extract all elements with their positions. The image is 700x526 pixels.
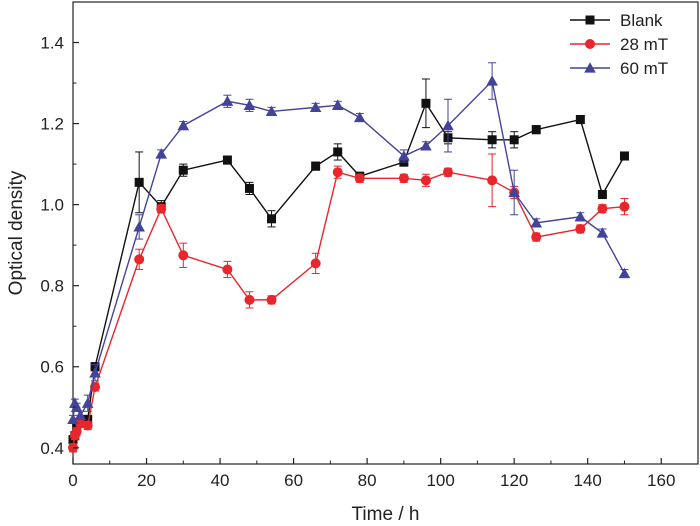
- y-axis-title: Optical density: [6, 170, 27, 295]
- tick-layer: 0 20 40 60 80 100 120 140 160 0.4 0.6 0.8 1.0 1.2 1.4: [40, 34, 675, 490]
- data-point: [442, 119, 454, 131]
- data-point: [74, 409, 87, 421]
- data-point: [134, 177, 144, 187]
- data-point: [508, 186, 520, 198]
- data-point: [354, 173, 365, 184]
- data-point: [222, 155, 232, 165]
- data-point: [83, 414, 93, 424]
- data-point: [530, 217, 543, 228]
- x-tick-label: 100: [426, 471, 454, 490]
- data-point: [487, 135, 497, 145]
- data-point: [487, 175, 498, 186]
- data-point: [178, 165, 188, 175]
- data-point: [267, 214, 277, 224]
- data-point: [596, 227, 609, 238]
- data-point: [597, 190, 607, 199]
- legend-marker: [585, 15, 595, 25]
- series-28-mt: [68, 153, 630, 453]
- data-point: [222, 264, 233, 275]
- data-point: [81, 397, 94, 408]
- legend-label: Blank: [620, 11, 663, 30]
- x-axis-title: Time / h: [352, 504, 420, 525]
- data-point: [574, 210, 587, 222]
- series-line: [72, 171, 625, 448]
- data-point: [332, 167, 343, 178]
- series-line: [72, 79, 626, 420]
- data-point: [244, 183, 254, 193]
- data-point: [509, 135, 519, 145]
- data-point: [618, 267, 631, 279]
- x-tick-label: 20: [137, 471, 156, 490]
- y-tick-label: 1.2: [40, 115, 64, 134]
- data-point: [619, 201, 630, 212]
- data-point: [353, 111, 366, 123]
- legend-entry: 60 mT: [570, 59, 668, 78]
- data-point: [244, 294, 255, 305]
- legend-label: 28 mT: [620, 35, 668, 54]
- data-point: [398, 150, 410, 161]
- data-point: [486, 75, 498, 86]
- axes-frame-layer: [72, 1, 699, 465]
- legend-entry: Blank: [570, 11, 663, 30]
- series-layer: [67, 62, 631, 453]
- y-tick-label: 0.8: [40, 277, 64, 296]
- data-point: [597, 203, 608, 214]
- y-tick-label: 0.6: [40, 358, 64, 377]
- y-tick-label: 0.4: [40, 439, 64, 458]
- plot-frame: [72, 1, 699, 465]
- data-point: [311, 161, 321, 171]
- data-point: [531, 125, 541, 135]
- x-tick-label: 160: [647, 471, 675, 490]
- x-tick-label: 0: [68, 471, 77, 490]
- data-point: [531, 232, 542, 243]
- data-point: [67, 413, 79, 425]
- data-point: [420, 140, 432, 151]
- data-point: [89, 367, 101, 378]
- x-tick-label: 80: [358, 471, 377, 490]
- data-point: [420, 175, 431, 186]
- legend-marker: [585, 39, 595, 49]
- legend-marker: [584, 62, 596, 73]
- legend-entry: 28 mT: [570, 35, 668, 54]
- data-point: [309, 101, 322, 113]
- data-point: [133, 221, 145, 232]
- data-point: [575, 223, 586, 234]
- legend: Blank 28 mT 60 mT: [570, 11, 668, 78]
- data-point: [177, 119, 190, 131]
- data-point: [266, 294, 277, 305]
- data-point: [221, 95, 234, 106]
- data-point: [443, 167, 453, 178]
- data-point: [310, 258, 321, 269]
- data-point: [398, 173, 409, 184]
- data-point: [178, 250, 189, 261]
- series-blank: [68, 78, 629, 445]
- y-tick-label: 1.4: [40, 34, 64, 53]
- data-point: [265, 105, 278, 117]
- y-tick-label: 1.0: [40, 196, 64, 215]
- data-point: [333, 147, 343, 157]
- data-point: [331, 99, 344, 110]
- x-tick-label: 140: [574, 471, 602, 490]
- x-tick-label: 40: [211, 471, 230, 490]
- data-point: [421, 98, 431, 108]
- data-point: [619, 151, 629, 161]
- data-point: [155, 148, 168, 159]
- x-tick-label: 60: [284, 471, 303, 490]
- legend-label: 60 mT: [620, 59, 668, 78]
- data-point: [134, 254, 145, 265]
- data-point: [575, 115, 585, 125]
- data-point: [82, 420, 93, 431]
- data-point: [70, 401, 83, 412]
- series-60-mt: [67, 62, 631, 425]
- data-point: [243, 99, 256, 110]
- series-line: [72, 101, 626, 440]
- x-tick-label: 120: [500, 471, 528, 490]
- data-point: [156, 203, 167, 214]
- data-point: [71, 426, 82, 437]
